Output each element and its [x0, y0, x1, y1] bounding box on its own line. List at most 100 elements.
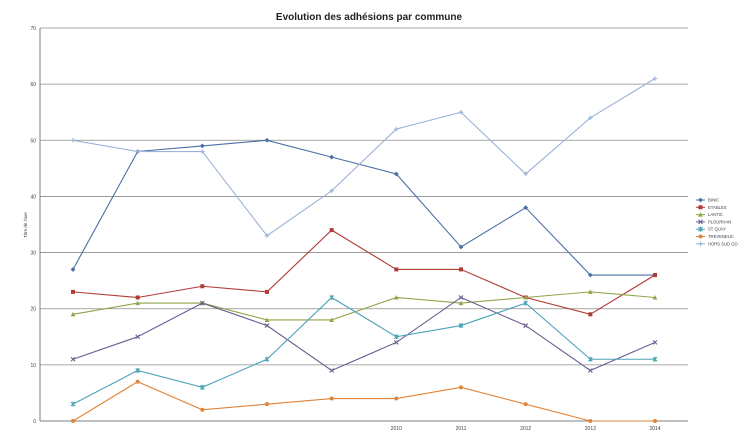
series-lantic: [70, 289, 658, 322]
data-point: [523, 171, 528, 177]
y-tick-label: 60: [30, 82, 36, 88]
x-tick-label: 2010: [391, 426, 402, 432]
data-point: [652, 295, 658, 300]
data-point: [587, 272, 593, 278]
series-plourhan: [70, 295, 658, 373]
data-point: [652, 356, 658, 362]
data-point: [329, 396, 334, 401]
data-point: [393, 340, 399, 345]
legend-label: LANTIC: [708, 212, 723, 217]
series-line: [72, 78, 656, 237]
data-point: [698, 205, 703, 210]
data-point: [458, 300, 464, 306]
series-hors-sud-go: [70, 76, 658, 238]
data-point: [329, 294, 335, 300]
legend-label: BINIC: [708, 198, 719, 203]
data-point: [135, 367, 141, 373]
data-point: [200, 407, 205, 412]
data-point: [71, 289, 75, 294]
legend-item: TREVENEUC: [696, 234, 734, 239]
data-point: [70, 356, 76, 362]
data-point: [394, 396, 399, 401]
series-line: [72, 296, 656, 372]
data-point: [264, 233, 270, 238]
data-point: [199, 143, 205, 149]
data-point: [458, 295, 464, 300]
data-point: [698, 241, 703, 246]
data-point: [70, 138, 76, 143]
data-point: [523, 205, 529, 211]
legend-item: ST QUAY: [696, 227, 726, 232]
series-line: [72, 381, 655, 422]
data-point: [329, 368, 335, 373]
legend-item: PLOURHAN: [696, 219, 731, 224]
legend-item: ETABLES: [696, 205, 727, 210]
data-point: [393, 295, 399, 300]
data-point: [199, 300, 205, 306]
x-tick-label: 2014: [649, 426, 660, 432]
data-point: [264, 323, 270, 328]
data-point: [135, 379, 140, 384]
x-tick-label: 2012: [520, 426, 531, 432]
data-point: [652, 340, 658, 345]
data-point: [698, 212, 703, 217]
data-point: [394, 126, 399, 132]
y-tick-label: 20: [30, 307, 36, 313]
data-point: [523, 402, 528, 407]
data-point: [71, 419, 75, 423]
data-point: [588, 115, 593, 121]
data-point: [329, 317, 335, 322]
legend-label: ETABLES: [708, 205, 727, 210]
legend-label: PLOURHAN: [708, 219, 731, 224]
data-point: [523, 300, 529, 306]
x-tick-label: 2013: [585, 426, 596, 432]
data-point: [458, 244, 464, 250]
legend: BINIC ETABLES LANTIC PLOURHAN ST QUAY TREVENE…: [696, 198, 738, 246]
y-tick-label: 40: [30, 194, 36, 200]
data-point: [135, 295, 140, 300]
data-point: [200, 149, 205, 154]
legend-label: ST QUAY: [708, 227, 726, 232]
y-tick-label: 50: [30, 138, 36, 144]
axes: 0 10 20 30 40 50 60 70 2010 2011 2012 2013 2014: [30, 26, 688, 432]
series-st-quay: [70, 294, 658, 407]
data-point: [265, 402, 269, 407]
data-point: [264, 317, 270, 322]
data-point: [264, 137, 270, 143]
data-point: [458, 110, 464, 115]
data-point: [70, 401, 76, 407]
data-point: [698, 219, 703, 225]
series-line: [72, 296, 655, 405]
data-point: [587, 356, 593, 362]
series-treveneuc: [71, 379, 657, 423]
data-point: [265, 289, 269, 294]
data-point: [588, 312, 593, 317]
data-point: [329, 228, 334, 233]
data-point: [135, 300, 141, 306]
data-point: [135, 334, 141, 340]
legend-item: BINIC: [696, 198, 719, 203]
data-point: [199, 384, 205, 390]
data-point: [459, 385, 463, 390]
data-point: [329, 154, 335, 160]
data-point: [459, 267, 463, 272]
series-line: [72, 229, 656, 315]
gridlines: [40, 27, 688, 366]
y-axis-label: Titre de l'axe: [23, 212, 28, 238]
data-point: [523, 295, 529, 300]
series-line: [72, 291, 656, 321]
data-point: [393, 334, 399, 340]
data-point: [588, 419, 593, 423]
legend-item: LANTIC: [696, 212, 723, 217]
data-point: [394, 267, 399, 272]
data-point: [393, 171, 399, 177]
data-point: [70, 311, 76, 317]
chart-title: Evolution des adhésions par commune: [276, 12, 463, 23]
data-point: [135, 149, 140, 154]
data-point: [587, 368, 593, 373]
y-tick-label: 30: [30, 251, 36, 257]
data-point: [70, 267, 76, 272]
data-point: [698, 197, 703, 203]
legend-item: HORS SUD GO: [696, 241, 738, 246]
